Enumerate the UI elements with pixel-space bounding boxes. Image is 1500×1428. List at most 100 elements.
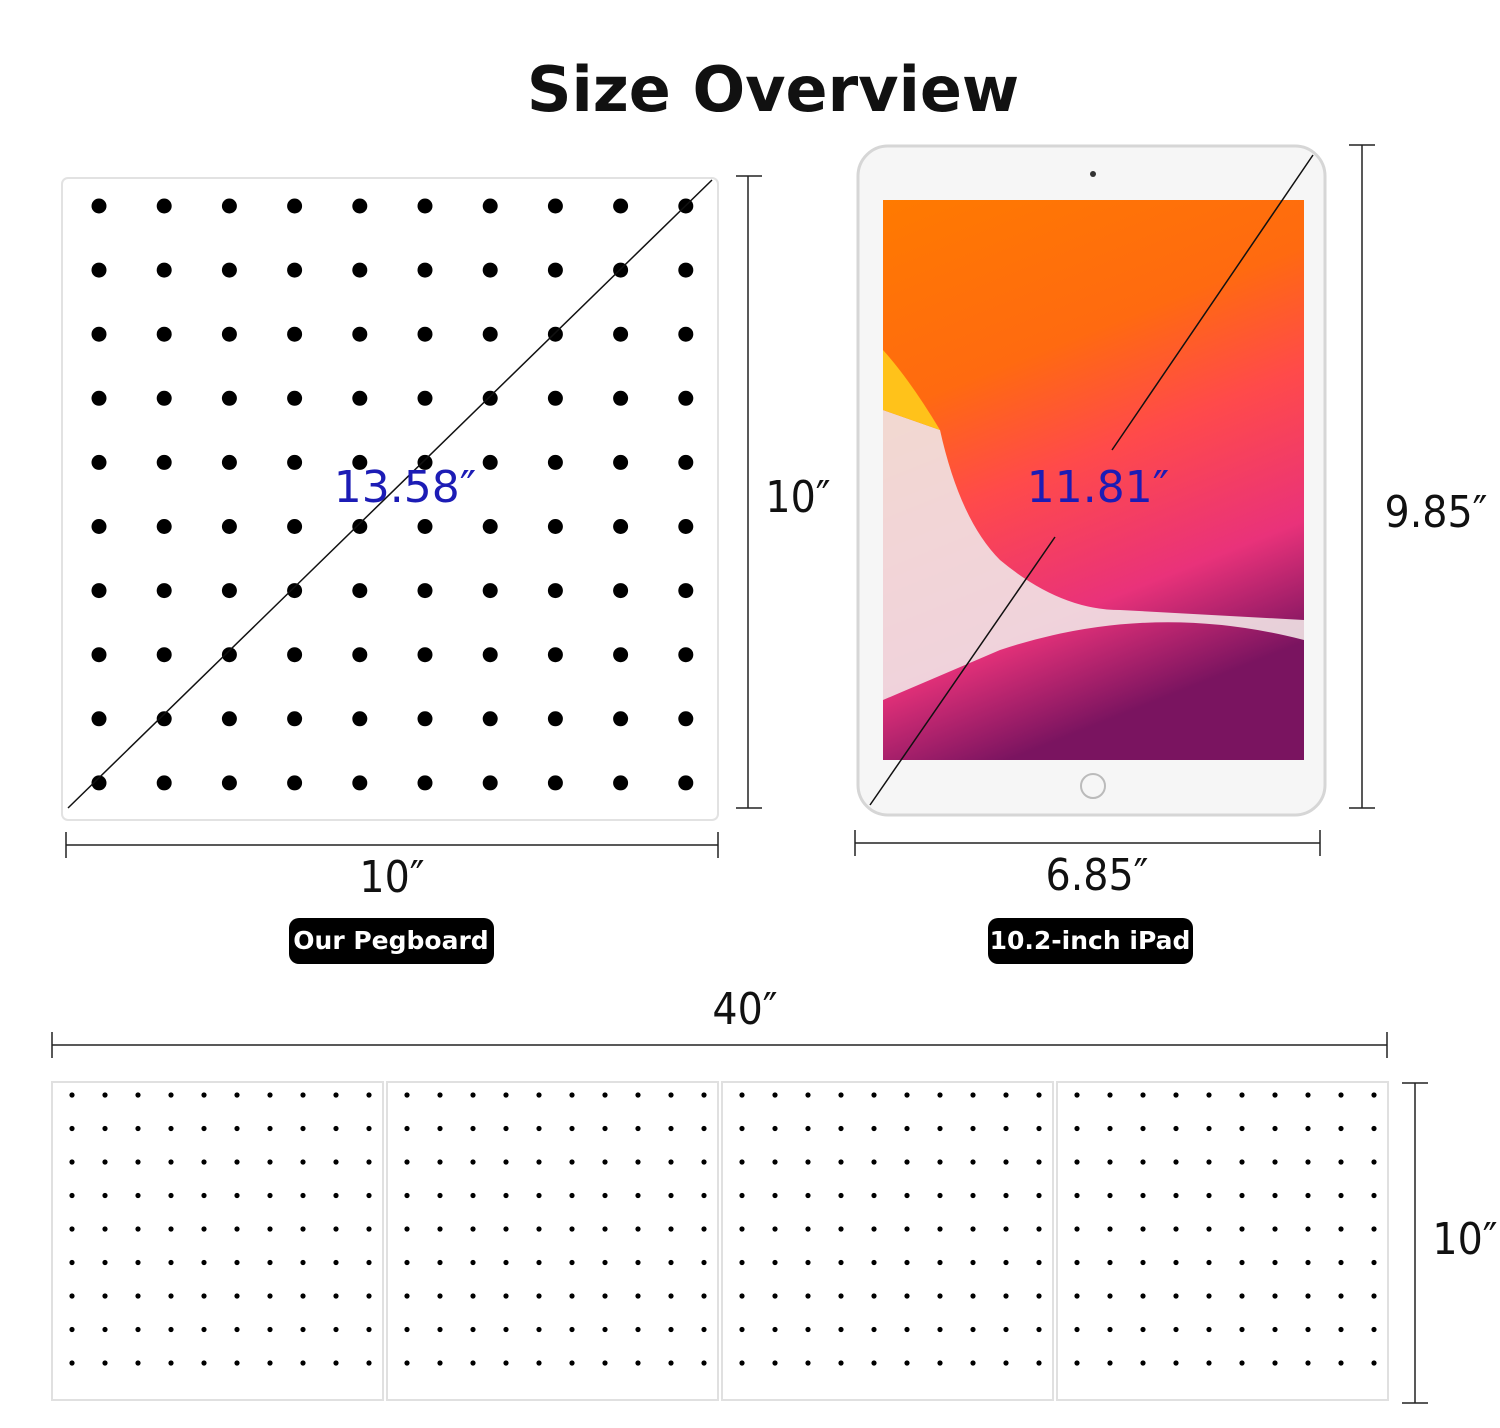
height-dimension <box>736 175 762 809</box>
peg-hole <box>352 647 368 663</box>
peg-hole <box>871 1125 877 1132</box>
peg-hole <box>1338 1293 1344 1299</box>
peg-hole <box>970 1092 976 1098</box>
peg-hole <box>1206 1159 1212 1165</box>
peg-hole <box>470 1326 476 1333</box>
peg-holes <box>91 198 694 791</box>
peg-hole <box>1107 1226 1113 1232</box>
home-button <box>1080 773 1106 799</box>
peg-hole <box>201 1192 207 1199</box>
peg-hole <box>1338 1326 1344 1333</box>
peg-hole <box>234 1192 240 1199</box>
peg-hole <box>69 1360 75 1366</box>
peg-hole <box>602 1192 608 1199</box>
peg-hole <box>300 1360 306 1366</box>
peg-hole <box>234 1360 240 1366</box>
peg-hole <box>1036 1360 1042 1366</box>
peg-hole <box>1036 1159 1042 1165</box>
peg-hole <box>772 1293 778 1299</box>
peg-hole <box>437 1326 443 1333</box>
peg-hole <box>937 1125 943 1132</box>
peg-hole <box>547 711 563 727</box>
peg-hole <box>547 583 563 599</box>
peg-hole <box>1107 1092 1113 1098</box>
peg-hole <box>871 1326 877 1333</box>
wall-panel <box>721 1081 1054 1401</box>
peg-hole <box>1003 1159 1009 1165</box>
peg-hole <box>1074 1360 1080 1366</box>
peg-hole <box>970 1360 976 1366</box>
peg-hole <box>613 454 629 470</box>
peg-hole <box>937 1326 943 1333</box>
peg-hole <box>1305 1092 1311 1098</box>
peg-hole <box>1036 1259 1042 1266</box>
peg-hole <box>701 1226 707 1232</box>
peg-hole <box>569 1192 575 1199</box>
pill <box>988 918 1193 964</box>
peg-hole <box>536 1293 542 1299</box>
peg-hole <box>1305 1226 1311 1232</box>
peg-hole <box>701 1326 707 1333</box>
peg-hole <box>156 262 172 278</box>
peg-hole <box>1140 1259 1146 1266</box>
peg-hole <box>503 1092 509 1098</box>
peg-hole <box>404 1125 410 1132</box>
peg-hole <box>1074 1192 1080 1199</box>
peg-hole <box>1003 1226 1009 1232</box>
wall-panel <box>386 1081 719 1401</box>
peg-hole <box>805 1226 811 1232</box>
peg-hole <box>970 1293 976 1299</box>
peg-hole <box>1036 1293 1042 1299</box>
peg-hole <box>168 1125 174 1132</box>
peg-hole <box>635 1192 641 1199</box>
peg-hole <box>871 1192 877 1199</box>
peg-hole <box>366 1226 372 1232</box>
peg-hole <box>701 1360 707 1366</box>
peg-hole <box>267 1259 273 1266</box>
peg-hole <box>668 1092 674 1098</box>
peg-hole <box>970 1125 976 1132</box>
peg-hole <box>1140 1159 1146 1165</box>
peg-hole <box>904 1293 910 1299</box>
peg-hole <box>201 1360 207 1366</box>
peg-hole <box>904 1226 910 1232</box>
peg-hole <box>333 1192 339 1199</box>
peg-hole <box>221 390 237 406</box>
peg-hole <box>772 1125 778 1132</box>
peg-hole <box>1074 1326 1080 1333</box>
peg-hole <box>1107 1360 1113 1366</box>
peg-hole <box>1107 1125 1113 1132</box>
peg-hole <box>871 1259 877 1266</box>
peg-hole <box>668 1259 674 1266</box>
peg-hole <box>1173 1226 1179 1232</box>
peg-hole <box>267 1125 273 1132</box>
peg-hole <box>613 647 629 663</box>
peg-hole <box>437 1192 443 1199</box>
peg-hole <box>805 1092 811 1098</box>
peg-hole <box>91 775 107 791</box>
pegboard-diagonal: 13.58″ <box>334 462 476 513</box>
peg-hole <box>668 1293 674 1299</box>
peg-hole <box>1206 1326 1212 1333</box>
peg-hole <box>417 198 433 214</box>
peg-hole <box>1140 1360 1146 1366</box>
peg-hole <box>569 1125 575 1132</box>
peg-hole <box>678 711 694 727</box>
peg-hole <box>635 1360 641 1366</box>
peg-hole <box>404 1159 410 1165</box>
peg-hole <box>300 1125 306 1132</box>
ipad-label: 10.2-inch iPad <box>990 926 1191 955</box>
peg-hole <box>404 1192 410 1199</box>
peg-hole <box>267 1192 273 1199</box>
peg-hole <box>838 1092 844 1098</box>
peg-hole <box>1074 1092 1080 1098</box>
peg-hole <box>904 1360 910 1366</box>
peg-hole <box>1107 1326 1113 1333</box>
peg-hole <box>547 454 563 470</box>
peg-hole <box>805 1259 811 1266</box>
peg-hole <box>482 326 498 342</box>
peg-hole <box>91 390 107 406</box>
peg-hole <box>635 1159 641 1165</box>
peg-hole <box>678 326 694 342</box>
peg-hole <box>635 1226 641 1232</box>
